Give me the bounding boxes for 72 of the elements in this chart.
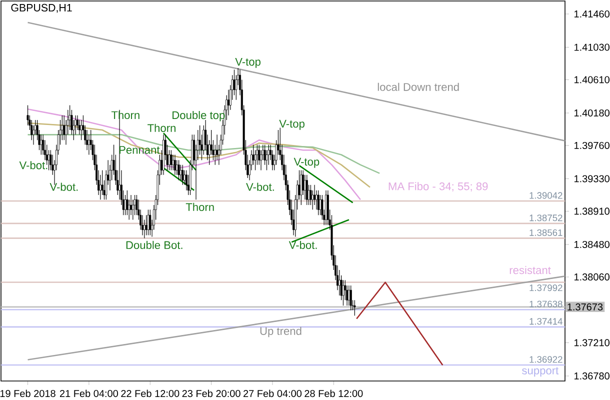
- candlestick: [172, 154, 174, 171]
- annotation: resistant: [510, 266, 551, 274]
- candlestick: [61, 115, 64, 140]
- candlestick: [342, 280, 344, 306]
- candlestick: [178, 160, 180, 181]
- ref-line-label: 1.38561: [530, 229, 562, 236]
- chart-title: GBPUSD,H1: [11, 4, 72, 13]
- candlestick: [132, 199, 134, 220]
- candlestick: [317, 190, 320, 216]
- candlestick: [182, 164, 184, 186]
- x-tick-label: 22 Feb 12:00: [121, 390, 180, 398]
- x-tick-label: 19 Feb 2018: [0, 390, 56, 398]
- annotation: V-bot.: [246, 182, 274, 191]
- y-tick-label: 1.39760: [574, 142, 610, 150]
- y-tick-label: 1.39330: [574, 175, 610, 182]
- candlestick: [124, 194, 126, 216]
- candlestick: [80, 120, 82, 140]
- x-tick-label: 27 Feb 04:00: [244, 390, 302, 398]
- ref-line-label: 1.37673: [568, 303, 603, 310]
- y-tick-label: 1.41460: [574, 10, 610, 18]
- annotation: Thorn: [186, 202, 214, 212]
- candlestick: [350, 285, 352, 311]
- y-tick-label: 1.40610: [574, 76, 610, 84]
- candlestick: [63, 115, 66, 140]
- y-tick-label: 1.41030: [574, 44, 610, 51]
- candlestick: [300, 170, 302, 206]
- annotation: V-bot.: [288, 240, 317, 250]
- candlestick: [134, 194, 136, 216]
- ref-line-label: 1.37414: [530, 318, 562, 325]
- x-tick-label: 23 Feb 20:00: [182, 390, 240, 398]
- y-tick-label: 1.36780: [574, 372, 610, 380]
- candlestick: [319, 194, 322, 216]
- y-tick-label: 1.38060: [574, 273, 610, 281]
- candlestick: [76, 115, 78, 130]
- candlestick: [130, 194, 132, 216]
- candlestick: [40, 134, 42, 156]
- candlestick: [233, 69, 236, 96]
- candlestick: [126, 190, 128, 216]
- ref-line-label: 1.37992: [530, 284, 562, 292]
- annotation: V-bot.: [50, 182, 78, 191]
- candlestick: [30, 120, 33, 140]
- candlestick: [26, 104, 29, 126]
- x-tick-label: 28 Feb 12:00: [304, 390, 363, 398]
- ref-line-label: 1.36922: [530, 356, 562, 363]
- y-tick-label: 1.38480: [574, 240, 610, 248]
- annotation: MA Fibo - 34; 55; 89: [388, 182, 488, 192]
- annotation: V-top: [279, 120, 304, 130]
- ref-line-label: 1.37638: [530, 300, 562, 308]
- candlestick: [310, 184, 312, 206]
- annotation: local Down trend: [378, 82, 459, 91]
- candlestick: [50, 150, 52, 171]
- candlestick: [149, 209, 152, 236]
- annotation: Up trend: [260, 326, 302, 338]
- annotation: V-bot.: [19, 161, 48, 170]
- candlestick: [101, 170, 104, 196]
- candlestick: [136, 194, 138, 216]
- ref-line-label: 1.38752: [530, 214, 562, 222]
- x-tick-label: 21 Feb 04:00: [60, 390, 118, 398]
- candlestick: [68, 104, 71, 130]
- y-tick-label: 1.37210: [574, 339, 610, 346]
- ref-line-label: 1.39042: [530, 192, 562, 199]
- annotation: Thorn: [148, 124, 176, 132]
- annotation: Double Bot.: [126, 240, 182, 250]
- annotation: V-top: [235, 58, 260, 68]
- annotation: V-top: [294, 158, 320, 168]
- candlestick: [170, 150, 172, 171]
- candlestick: [147, 209, 150, 236]
- annotation: support: [522, 367, 559, 377]
- y-tick-label: 1.40180: [574, 109, 610, 117]
- candlestick: [174, 154, 176, 176]
- candlestick: [228, 89, 230, 116]
- y-tick-label: 1.38910: [574, 208, 610, 215]
